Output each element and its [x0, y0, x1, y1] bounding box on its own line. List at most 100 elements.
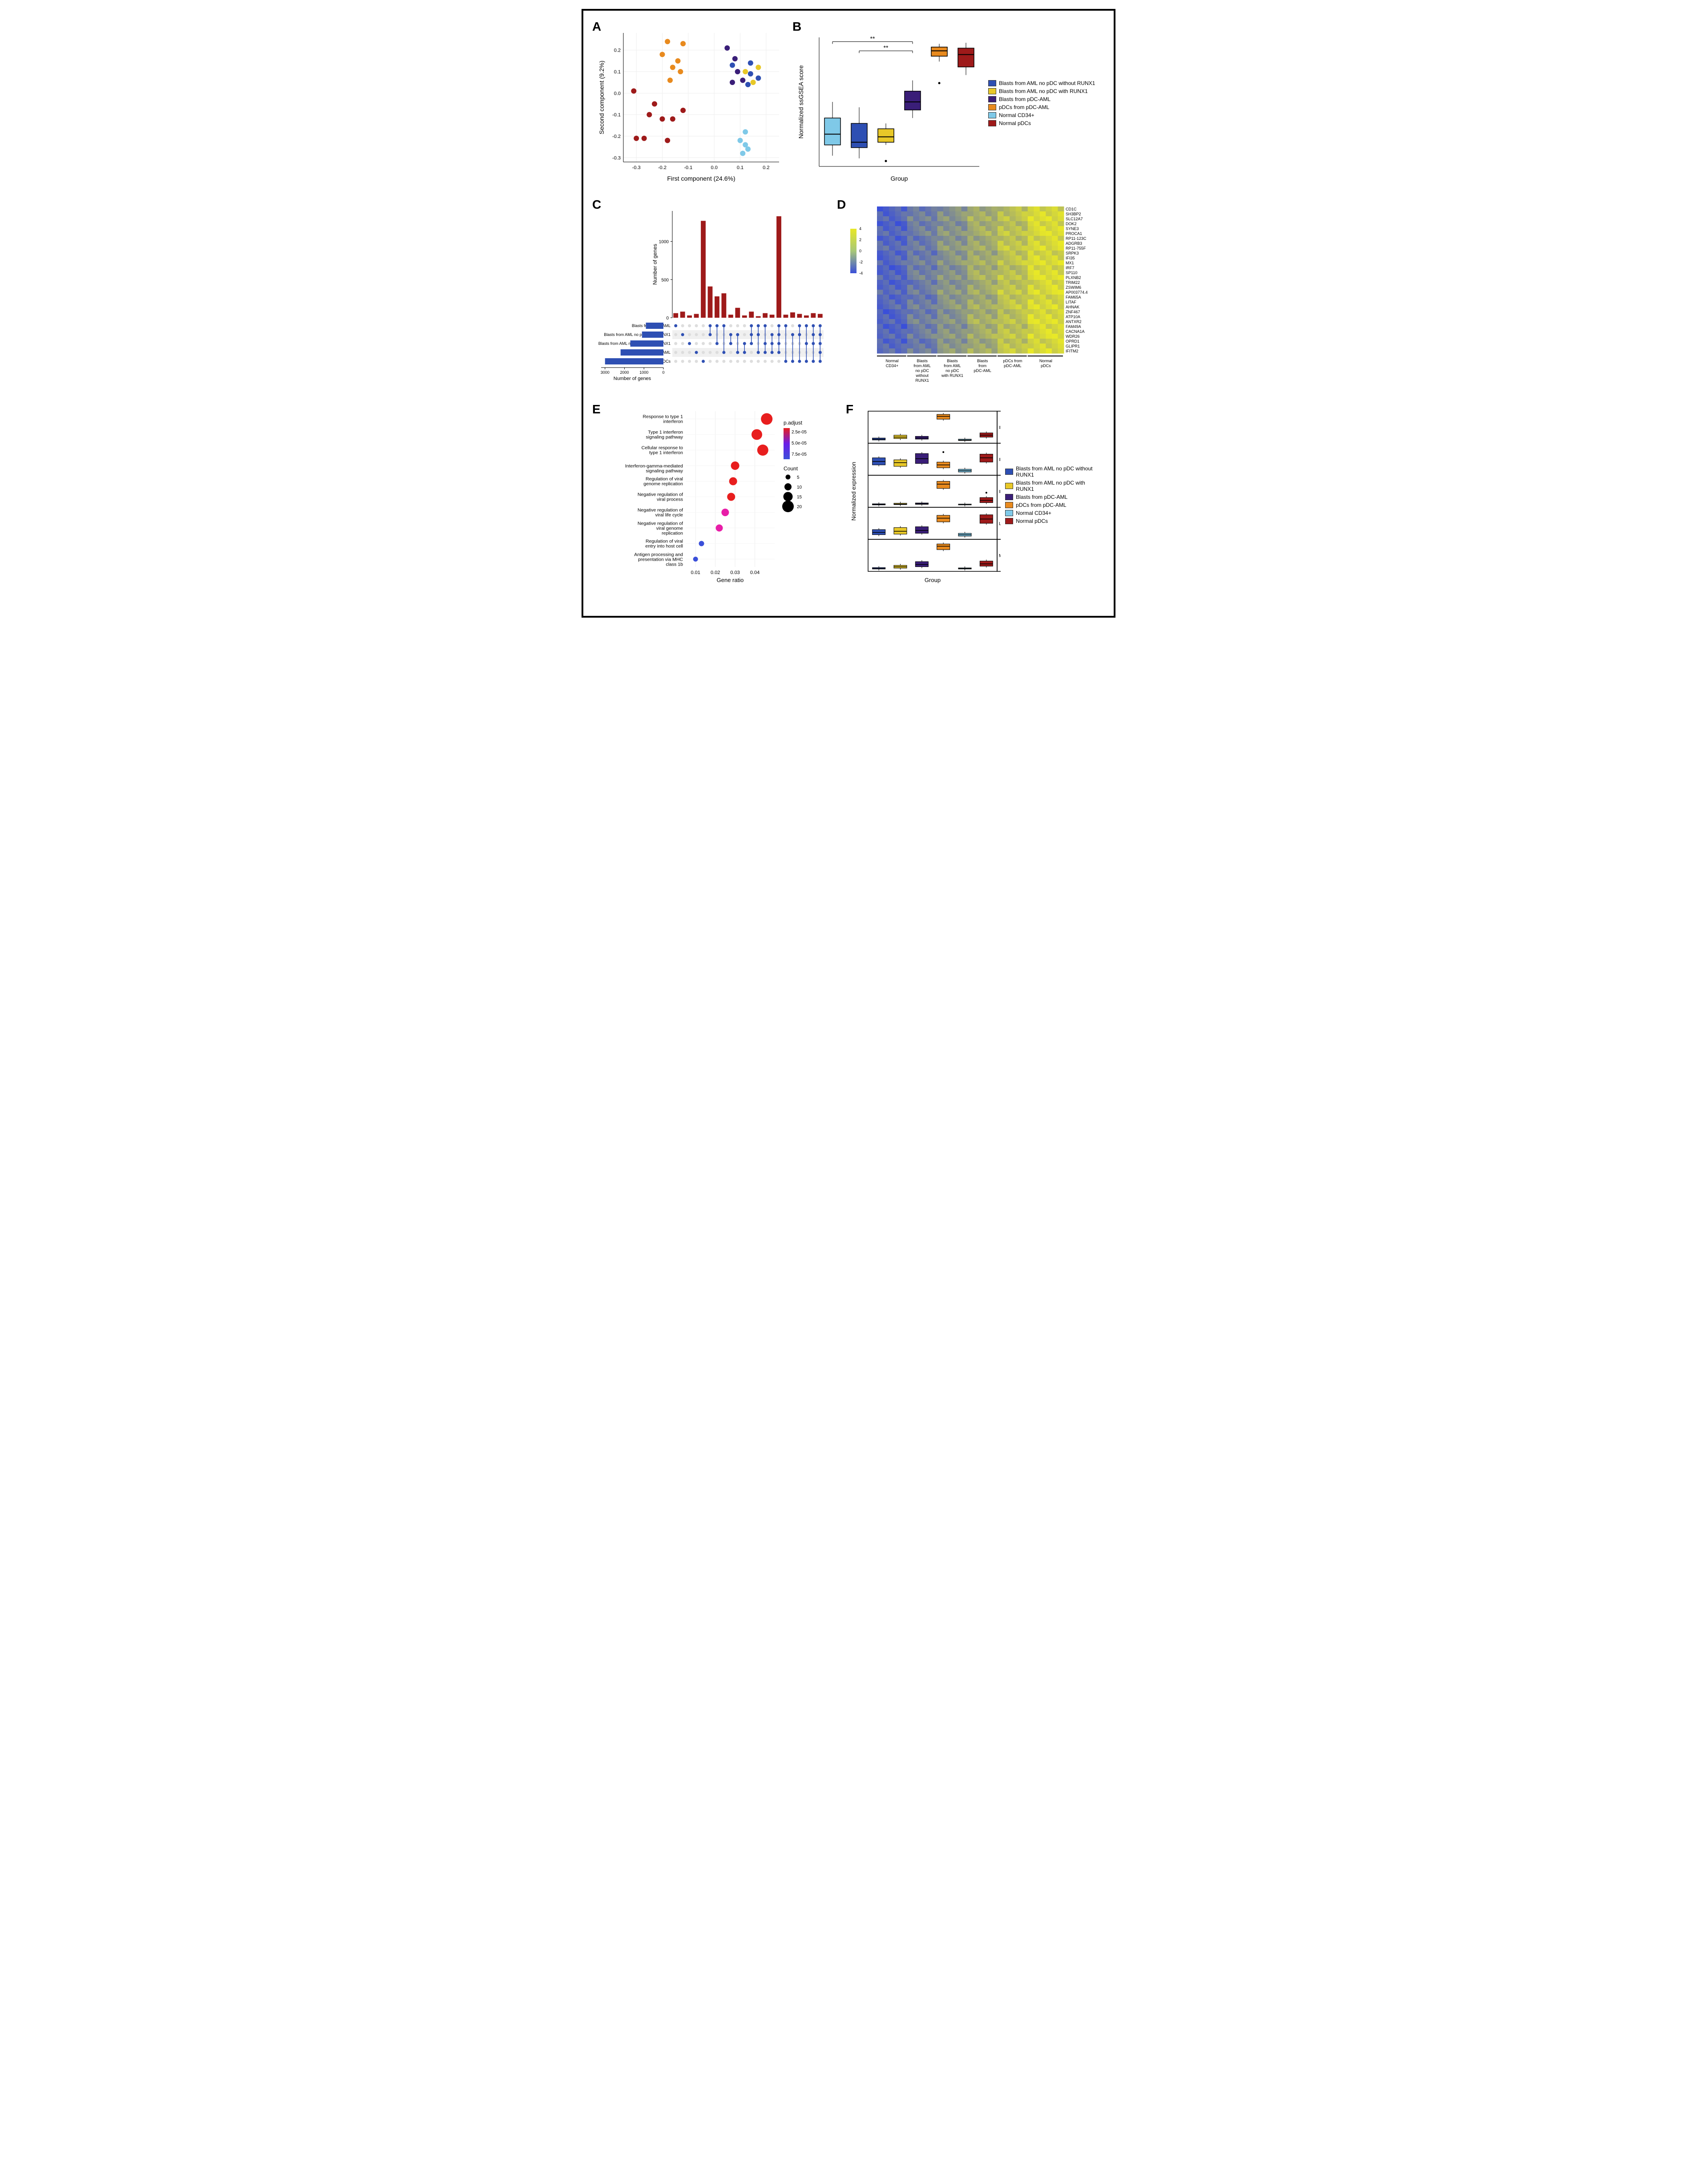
- svg-text:Normalized ssGSEA score: Normalized ssGSEA score: [797, 65, 804, 138]
- svg-text:0.1: 0.1: [737, 165, 743, 170]
- svg-text:SP110: SP110: [1066, 271, 1077, 275]
- svg-text:without: without: [915, 373, 929, 378]
- svg-text:-0.2: -0.2: [658, 165, 667, 170]
- panel-e-label: E: [592, 402, 601, 417]
- legend-item: Normal CD34+: [1005, 510, 1100, 516]
- svg-text:RP11-755F: RP11-755F: [1066, 246, 1086, 251]
- svg-text:no pDC: no pDC: [945, 368, 959, 373]
- svg-text:pDCs: pDCs: [1041, 364, 1051, 368]
- svg-text:5.0e-05: 5.0e-05: [792, 441, 807, 446]
- svg-text:0.2: 0.2: [614, 48, 621, 53]
- svg-text:ZSWIM6: ZSWIM6: [1066, 285, 1081, 290]
- svg-text:IFI35: IFI35: [999, 425, 1001, 430]
- svg-text:ATP10A: ATP10A: [1066, 315, 1080, 319]
- svg-text:2.5e-05: 2.5e-05: [792, 430, 807, 435]
- svg-text:0: 0: [859, 249, 861, 253]
- legend-item: Normal pDCs: [988, 120, 1095, 126]
- svg-text:type 1 interferon: type 1 interferon: [649, 450, 683, 456]
- legend-item: Normal pDCs: [1005, 518, 1100, 524]
- svg-text:Normalized expression: Normalized expression: [850, 462, 857, 521]
- svg-text:**: **: [870, 35, 875, 42]
- row-2: C 05001000Number of genesBlasts from pDC…: [597, 202, 1100, 389]
- svg-text:viral life cycle: viral life cycle: [655, 513, 683, 518]
- svg-text:20: 20: [797, 505, 802, 510]
- legend-item: Blasts from pDC-AML: [988, 96, 1095, 102]
- svg-text:from AML: from AML: [944, 364, 961, 368]
- svg-text:2: 2: [859, 238, 861, 242]
- legend-item: Blasts from AML no pDC without RUNX1: [988, 80, 1095, 86]
- svg-text:viral process: viral process: [657, 497, 683, 502]
- svg-text:10: 10: [797, 485, 802, 490]
- svg-text:SYNE3: SYNE3: [1066, 226, 1079, 231]
- panel-d-svg: -4-2024CD1CSH3BP2SLC12A7DOK2SYNE3PROCA1R…: [841, 202, 1108, 389]
- svg-text:interferon: interferon: [663, 419, 683, 425]
- legend-item: Blasts from AML no pDC without RUNX1: [1005, 465, 1100, 478]
- svg-text:p.adjust: p.adjust: [784, 420, 803, 426]
- svg-text:First component (24.6%): First component (24.6%): [667, 175, 735, 182]
- svg-text:Count: Count: [784, 465, 798, 472]
- legend-item: pDCs from pDC-AML: [988, 104, 1095, 110]
- svg-text:from: from: [978, 364, 986, 368]
- svg-text:Number of genes: Number of genes: [652, 244, 658, 285]
- svg-text:pDC-AML: pDC-AML: [974, 368, 991, 373]
- svg-text:ZNF467: ZNF467: [1066, 310, 1080, 314]
- svg-text:with RUNX1: with RUNX1: [941, 373, 963, 378]
- svg-text:0.03: 0.03: [730, 570, 739, 575]
- svg-text:CD34+: CD34+: [886, 364, 898, 368]
- svg-text:-2: -2: [859, 260, 863, 264]
- panel-a-label: A: [592, 20, 601, 34]
- svg-text:RUNX1: RUNX1: [915, 378, 929, 383]
- svg-text:0: 0: [662, 370, 664, 375]
- svg-text:signaling pathway: signaling pathway: [646, 469, 683, 474]
- legend-item: Blasts from pDC-AML: [1005, 494, 1100, 500]
- svg-text:SRPK3: SRPK3: [1066, 251, 1079, 255]
- svg-text:MX1: MX1: [1066, 261, 1074, 265]
- svg-text:WDR26: WDR26: [1066, 334, 1080, 339]
- panel-b-svg: ** ** Normalized ssGSEA score Group: [797, 24, 984, 184]
- svg-text:Group: Group: [925, 577, 941, 583]
- svg-text:Group: Group: [891, 175, 908, 182]
- panel-f: F IFI35IFITM2IRF7LITAFMX1Normalized expr…: [850, 407, 1100, 585]
- svg-text:-0.3: -0.3: [632, 165, 641, 170]
- svg-text:0.04: 0.04: [750, 570, 760, 575]
- figure-container: A -0.3-0.2-0.10.00.10.2-0.3-0.2-0.10.00.…: [582, 9, 1115, 618]
- panel-e-svg: 0.010.020.030.04Response to type 1interf…: [597, 407, 837, 585]
- svg-text:IFITM2: IFITM2: [1066, 349, 1079, 353]
- svg-text:MX1: MX1: [999, 554, 1001, 558]
- svg-text:0.0: 0.0: [711, 165, 718, 170]
- panel-c: C 05001000Number of genesBlasts from pDC…: [597, 202, 828, 389]
- svg-text:Blasts: Blasts: [977, 359, 988, 363]
- svg-text:AHNAK: AHNAK: [1066, 305, 1079, 309]
- svg-text:IFITM2: IFITM2: [999, 457, 1001, 462]
- svg-text:1000: 1000: [659, 240, 669, 245]
- legend-item: Blasts from AML no pDC with RUNX1: [988, 88, 1095, 94]
- svg-text:FAM65A: FAM65A: [1066, 295, 1081, 299]
- legend-b: Blasts from AML no pDC without RUNX1 Blas…: [984, 80, 1095, 128]
- svg-text:-4: -4: [859, 271, 863, 275]
- svg-text:no pDC: no pDC: [915, 368, 929, 373]
- svg-text:CACNA1A: CACNA1A: [1066, 329, 1085, 334]
- svg-text:**: **: [884, 44, 889, 51]
- svg-text:genome replication: genome replication: [643, 481, 683, 487]
- svg-text:AP003774.4: AP003774.4: [1066, 290, 1088, 295]
- svg-text:signaling pathway: signaling pathway: [646, 435, 683, 440]
- svg-text:0: 0: [666, 316, 669, 321]
- svg-text:5: 5: [797, 475, 800, 480]
- svg-text:TRIM22: TRIM22: [1066, 280, 1080, 285]
- svg-text:DOK2: DOK2: [1066, 222, 1077, 226]
- svg-text:ANTXR2: ANTXR2: [1066, 320, 1082, 324]
- legend-item: pDCs from pDC-AML: [1005, 502, 1100, 508]
- svg-text:PROCA1: PROCA1: [1066, 231, 1082, 236]
- svg-text:0.0: 0.0: [614, 91, 621, 96]
- svg-text:3000: 3000: [601, 370, 610, 375]
- panel-f-svg: IFI35IFITM2IRF7LITAFMX1Normalized expres…: [850, 407, 1001, 585]
- legend-item: Normal CD34+: [988, 112, 1095, 118]
- svg-text:2000: 2000: [620, 370, 629, 375]
- svg-text:Blasts: Blasts: [917, 359, 928, 363]
- svg-text:entry into host cell: entry into host cell: [645, 544, 683, 549]
- svg-text:-0.3: -0.3: [612, 155, 621, 161]
- svg-text:500: 500: [661, 278, 669, 283]
- svg-text:1000: 1000: [639, 370, 648, 375]
- svg-text:OPRD1: OPRD1: [1066, 339, 1079, 344]
- svg-text:Second component (9.2%): Second component (9.2%): [598, 61, 605, 134]
